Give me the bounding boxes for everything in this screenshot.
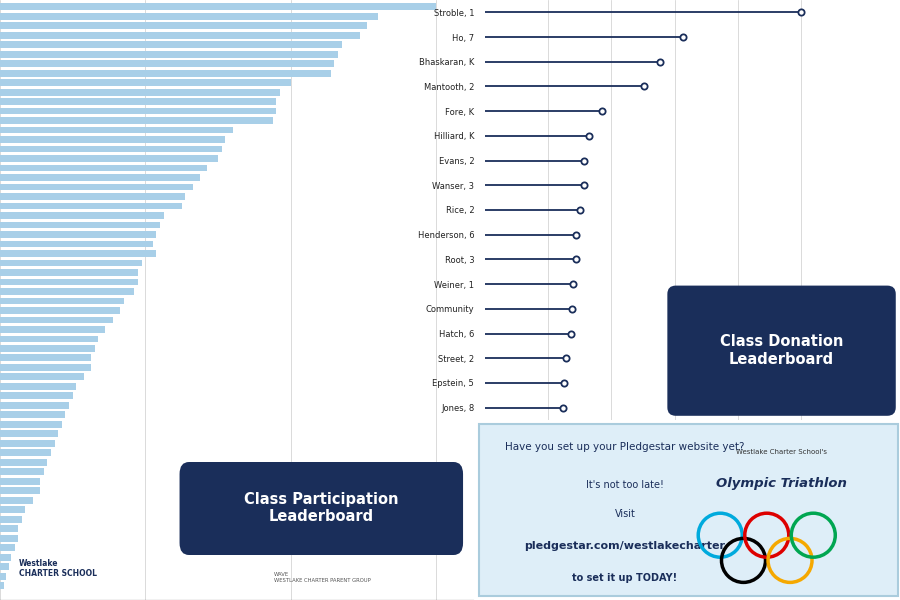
- Bar: [0, 231, 157, 238]
- Bar: [0, 241, 153, 247]
- Bar: [0, 373, 84, 380]
- Text: Visit: Visit: [615, 509, 635, 518]
- Bar: [0, 583, 4, 589]
- Bar: [0, 430, 58, 437]
- Bar: [0, 563, 9, 570]
- Text: It's not too late!: It's not too late!: [586, 480, 664, 490]
- Bar: [0, 459, 48, 466]
- Bar: [0, 288, 134, 295]
- Text: Have you set up your Pledgestar website yet?: Have you set up your Pledgestar website …: [505, 442, 745, 452]
- FancyBboxPatch shape: [479, 424, 898, 596]
- Bar: [0, 89, 280, 95]
- Bar: [0, 478, 40, 485]
- Text: to set it up TODAY!: to set it up TODAY!: [572, 574, 678, 583]
- Bar: [0, 535, 18, 542]
- Bar: [0, 317, 112, 323]
- Bar: [0, 136, 225, 143]
- Bar: [0, 221, 160, 229]
- Bar: [0, 554, 11, 560]
- Bar: [0, 497, 32, 504]
- Text: Class Donation
Leaderboard: Class Donation Leaderboard: [720, 335, 843, 367]
- Bar: [0, 22, 367, 29]
- Bar: [0, 174, 200, 181]
- Bar: [0, 298, 123, 304]
- Bar: [0, 449, 51, 456]
- Bar: [0, 184, 193, 190]
- Bar: [0, 70, 331, 77]
- Text: WAVE
WESTLAKE CHARTER PARENT GROUP: WAVE WESTLAKE CHARTER PARENT GROUP: [274, 572, 371, 583]
- Bar: [0, 146, 221, 152]
- Bar: [0, 402, 69, 409]
- Bar: [0, 155, 218, 162]
- Text: pledgestar.com/westlakecharter: pledgestar.com/westlakecharter: [525, 541, 725, 551]
- Bar: [0, 421, 62, 428]
- Bar: [0, 573, 5, 580]
- Bar: [0, 487, 40, 494]
- Bar: [0, 345, 94, 352]
- Bar: [0, 3, 436, 10]
- Bar: [0, 278, 138, 286]
- Bar: [0, 469, 43, 475]
- Bar: [0, 60, 335, 67]
- Bar: [0, 107, 276, 115]
- Bar: [0, 127, 232, 133]
- Bar: [0, 193, 185, 200]
- Bar: [0, 79, 291, 86]
- Bar: [0, 516, 22, 523]
- Bar: [0, 50, 338, 58]
- Bar: [0, 98, 276, 105]
- Bar: [0, 392, 73, 400]
- Bar: [0, 117, 273, 124]
- Bar: [0, 260, 142, 266]
- Bar: [0, 412, 66, 418]
- Text: Olympic Triathlon: Olympic Triathlon: [716, 476, 847, 490]
- Text: Westlake Charter School's: Westlake Charter School's: [736, 449, 827, 455]
- Bar: [0, 269, 138, 276]
- Bar: [0, 383, 76, 390]
- FancyBboxPatch shape: [668, 286, 896, 416]
- Bar: [0, 326, 105, 333]
- Bar: [0, 440, 55, 447]
- Bar: [0, 544, 14, 551]
- Bar: [0, 307, 120, 314]
- Bar: [0, 203, 182, 209]
- Bar: [0, 526, 18, 532]
- Bar: [0, 13, 378, 20]
- Text: Class Participation
Leaderboard: Class Participation Leaderboard: [244, 492, 399, 524]
- Bar: [0, 41, 342, 48]
- Text: Westlake
CHARTER SCHOOL: Westlake CHARTER SCHOOL: [19, 559, 97, 578]
- Bar: [0, 212, 164, 219]
- FancyBboxPatch shape: [180, 462, 464, 555]
- Bar: [0, 250, 157, 257]
- Bar: [0, 364, 91, 371]
- Bar: [0, 32, 360, 38]
- Bar: [0, 355, 91, 361]
- Bar: [0, 506, 25, 513]
- Bar: [0, 164, 207, 172]
- Bar: [0, 335, 98, 343]
